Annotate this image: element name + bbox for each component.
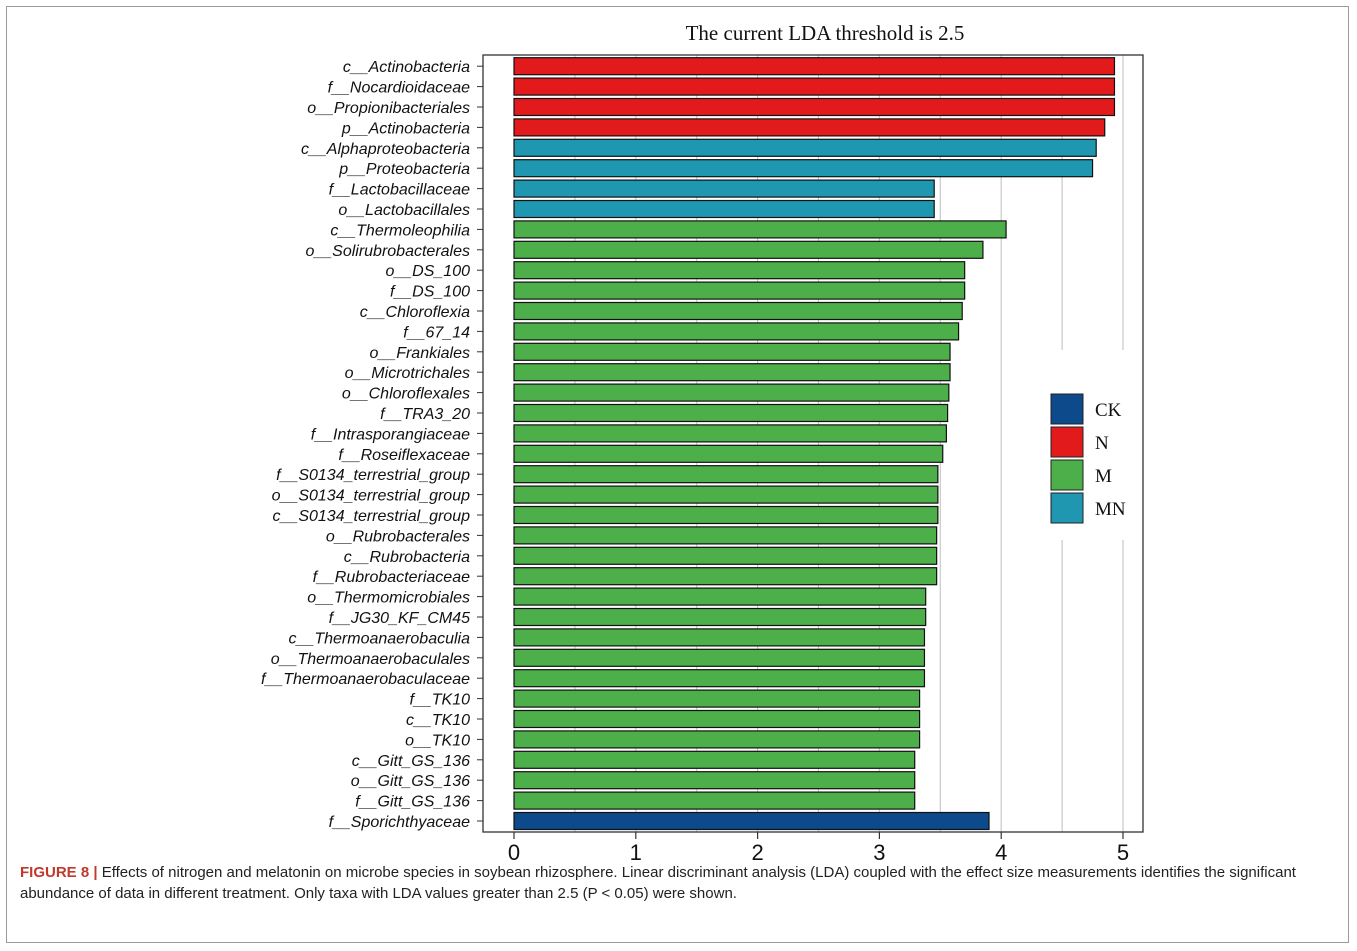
y-tick-label: o__TK10: [405, 732, 470, 749]
bar-o__Lactobacillales: [513, 199, 935, 219]
bar-o__Propionibacteriales: [513, 97, 1116, 117]
bars: [513, 57, 1116, 831]
y-tick-label: f__Roseiflexaceae: [338, 447, 470, 464]
bar-f__Sporichthyaceae: [513, 811, 990, 831]
bar-o__Solirubrobacterales: [513, 240, 984, 259]
y-tick-label: o__Gitt_GS_136: [351, 773, 470, 790]
legend: CK NM MN: [1040, 350, 1140, 540]
y-tick-label: f__Thermoanaerobaculaceae: [261, 671, 470, 688]
bar-f__Lactobacillaceae: [513, 179, 935, 198]
legend-label-N: N: [1095, 433, 1109, 454]
bar-c__Actinobacteria: [513, 57, 1116, 76]
bar-f__Intrasporangiaceae: [513, 424, 947, 443]
x-tick-label: 5: [1117, 840, 1129, 860]
chart-title: The current LDA threshold is 2.5: [686, 21, 965, 45]
y-tick-label: p__Proteobacteria: [338, 161, 470, 178]
x-tick-label: 3: [873, 840, 885, 860]
y-tick-label: o__Frankiales: [370, 345, 471, 362]
y-tick-label: c__S0134_terrestrial_group: [273, 508, 471, 525]
y-tick-label: p__Actinobacteria: [341, 120, 470, 137]
y-tick-label: f__Lactobacillaceae: [329, 182, 471, 199]
bar-f__Thermoanaerobaculaceae: [513, 669, 926, 688]
y-tick-label: f__Gitt_GS_136: [355, 794, 470, 811]
bar-f__Gitt_GS_136: [513, 791, 916, 810]
bar-o__DS_100: [513, 261, 966, 280]
bar-p__Actinobacteria: [513, 118, 1106, 137]
y-tick-label: f__Nocardioidaceae: [328, 80, 470, 97]
y-tick-label: c__Thermoleophilia: [330, 222, 470, 239]
y-tick-label: f__67_14: [403, 324, 470, 341]
bar-f__JG30_KF_CM45: [513, 607, 927, 627]
bar-o__Thermomicrobiales: [513, 587, 927, 606]
legend-label-MN: MN: [1095, 499, 1126, 520]
bar-c__Rubrobacteria: [513, 546, 938, 565]
figure-label: FIGURE 8 |: [20, 864, 98, 881]
y-tick-label: c__Actinobacteria: [343, 59, 470, 76]
bar-o__TK10: [513, 730, 921, 749]
bar-o__Rubrobacterales: [513, 526, 938, 545]
bar-o__S0134_terrestrial_group: [513, 485, 939, 504]
bar-p__Proteobacteria: [513, 159, 1094, 178]
bar-c__Thermoleophilia: [513, 220, 1007, 239]
y-tick-label: f__TRA3_20: [380, 406, 470, 423]
bar-f__Roseiflexaceae: [513, 444, 944, 463]
y-tick-label: o__Lactobacillales: [338, 202, 470, 219]
y-tick-label: c__Alphaproteobacteria: [301, 141, 470, 158]
plot-frame: [482, 54, 1144, 833]
bar-f__TRA3_20: [513, 403, 949, 423]
y-tick-label: c__Gitt_GS_136: [352, 753, 470, 770]
bar-c__Chloroflexia: [513, 301, 963, 321]
legend-swatch-N: [1050, 426, 1084, 458]
bar-f__67_14: [513, 322, 960, 341]
y-tick-label: f__Intrasporangiaceae: [311, 426, 470, 443]
bar-c__Alphaproteobacteria: [513, 138, 1097, 157]
bar-f__Rubrobacteriaceae: [513, 567, 938, 586]
bar-f__S0134_terrestrial_group: [513, 465, 939, 484]
y-tick-label: o__DS_100: [385, 263, 470, 280]
axes: c__Actinobacteria f__Nocardioidaceae o__Pr…: [261, 54, 1144, 860]
y-tick-label: c__TK10: [406, 712, 470, 729]
legend-swatch-CK: [1050, 393, 1084, 425]
bar-c__Gitt_GS_136: [513, 750, 916, 769]
x-tick-label: 2: [751, 840, 763, 860]
x-tick-label: 4: [995, 840, 1007, 860]
legend-label-M: M: [1095, 466, 1112, 487]
x-tick-label: 1: [630, 840, 642, 860]
bar-f__DS_100: [513, 281, 966, 300]
bar-o__Microtrichales: [513, 363, 951, 382]
bar-o__Chloroflexales: [513, 383, 950, 402]
y-tick-label: f__JG30_KF_CM45: [329, 610, 471, 627]
y-tick-label: f__S0134_terrestrial_group: [276, 467, 470, 484]
y-tick-label: o__S0134_terrestrial_group: [272, 488, 470, 505]
bar-c__S0134_terrestrial_group: [513, 505, 939, 525]
caption-text: Effects of nitrogen and melatonin on mic…: [20, 864, 1296, 902]
y-tick-label: o__Propionibacteriales: [307, 100, 470, 117]
y-tick-label: c__Rubrobacteria: [344, 549, 470, 566]
y-tick-label: o__Thermomicrobiales: [307, 590, 470, 607]
bar-f__Nocardioidaceae: [513, 77, 1116, 96]
legend-label-CK: CK: [1095, 400, 1122, 421]
bar-o__Thermoanaerobaculales: [513, 648, 926, 667]
legend-swatch-MN: [1050, 492, 1084, 524]
bar-o__Frankiales: [513, 342, 951, 361]
y-tick-label: c__Thermoanaerobaculia: [289, 630, 471, 647]
y-tick-label: c__Chloroflexia: [360, 304, 470, 321]
figure-caption: FIGURE 8 | Effects of nitrogen and melat…: [20, 862, 1330, 904]
lda-bar-chart: The current LDA threshold is 2.5 c__Acti…: [261, 21, 1144, 860]
legend-swatch-M: [1050, 459, 1084, 491]
y-tick-label: f__DS_100: [390, 284, 470, 301]
y-tick-label: o__Rubrobacterales: [326, 528, 470, 545]
y-tick-label: o__Solirubrobacterales: [305, 243, 470, 260]
x-tick-label: 0: [508, 840, 520, 860]
bar-f__TK10: [513, 689, 921, 708]
bar-c__TK10: [513, 709, 921, 729]
y-tick-label: f__Sporichthyaceae: [329, 814, 471, 831]
y-tick-label: f__Rubrobacteriaceae: [313, 569, 471, 586]
bar-o__Gitt_GS_136: [513, 771, 916, 790]
bar-c__Thermoanaerobaculia: [513, 628, 926, 647]
y-tick-label: o__Microtrichales: [345, 365, 470, 382]
y-tick-label: o__Thermoanaerobaculales: [271, 651, 470, 668]
y-tick-label: o__Chloroflexales: [342, 386, 470, 403]
y-tick-label: f__TK10: [410, 692, 471, 709]
